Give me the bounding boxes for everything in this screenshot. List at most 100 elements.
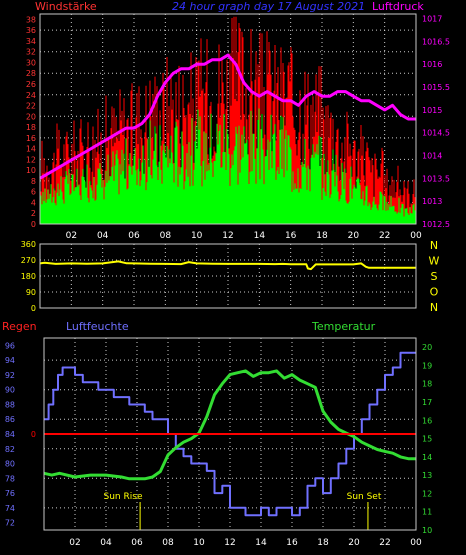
- wind-direction-line: [39, 260, 416, 271]
- wind-tick-label: 36: [26, 26, 36, 35]
- pressure-tick-label: 1013: [422, 197, 442, 206]
- wind-tick-label: 8: [31, 177, 36, 186]
- time-tick-label: 00: [410, 231, 422, 241]
- time-tick-label: 20: [348, 231, 360, 241]
- regen-tick-label: 0: [31, 430, 36, 439]
- time-tick-label: 06: [131, 538, 143, 548]
- chart-title: 24 hour graph day 17 August 2021: [172, 0, 365, 13]
- wind-tick-label: 0: [31, 220, 36, 229]
- compass-label: W: [429, 255, 440, 268]
- temperature-label: Temperatur: [311, 320, 376, 333]
- pressure-tick-label: 1015.5: [422, 83, 450, 92]
- humidity-line: [44, 351, 416, 517]
- temperature-tick-label: 13: [422, 471, 432, 480]
- direction-tick-label: 270: [21, 256, 36, 265]
- time-tick-label: 02: [66, 231, 77, 241]
- pressure-tick-label: 1016: [422, 60, 442, 69]
- time-tick-label: 08: [162, 538, 174, 548]
- humidity-tick-label: 72: [5, 519, 15, 528]
- wind-tick-label: 10: [26, 166, 36, 175]
- regen-label: Regen: [2, 320, 37, 333]
- wind-tick-label: 14: [26, 145, 36, 154]
- humidity-tick-label: 84: [5, 430, 15, 439]
- time-tick-label: 12: [222, 231, 233, 241]
- time-tick-label: 02: [69, 538, 80, 548]
- time-tick-label: 00: [410, 538, 422, 548]
- temperature-tick-label: 10: [422, 526, 432, 535]
- wind-bars: [39, 108, 416, 224]
- direction-tick-label: 90: [26, 288, 36, 297]
- temperature-tick-label: 14: [422, 453, 432, 462]
- wind-tick-label: 16: [26, 134, 36, 143]
- temperature-tick-label: 12: [422, 489, 432, 498]
- pressure-tick-label: 1015: [422, 106, 442, 115]
- pressure-line: [39, 53, 416, 180]
- humidity-tick-label: 92: [5, 371, 15, 380]
- direction-tick-label: 180: [21, 272, 36, 281]
- humidity-label: Luftfeuchte: [66, 320, 129, 333]
- wind-tick-label: 34: [26, 37, 36, 46]
- sunrise-annotation: Sun Rise: [104, 492, 143, 502]
- time-tick-label: 12: [224, 538, 235, 548]
- time-tick-label: 04: [100, 538, 112, 548]
- wind-tick-label: 38: [26, 15, 36, 24]
- temperature-tick-label: 11: [422, 508, 432, 517]
- pressure-tick-label: 1013.5: [422, 174, 450, 183]
- time-tick-label: 16: [285, 231, 297, 241]
- time-tick-label: 04: [97, 231, 109, 241]
- time-tick-label: 10: [193, 538, 205, 548]
- compass-label: S: [431, 270, 438, 283]
- wind-tick-label: 32: [26, 48, 36, 57]
- wind-tick-label: 20: [26, 112, 36, 121]
- humidity-tick-label: 94: [5, 356, 15, 365]
- wind-tick-label: 2: [31, 209, 36, 218]
- time-tick-label: 20: [348, 538, 360, 548]
- wind-tick-label: 4: [31, 198, 36, 207]
- pressure-tick-label: 1016.5: [422, 37, 450, 46]
- pressure-tick-label: 1014: [422, 152, 442, 161]
- time-tick-label: 08: [160, 231, 172, 241]
- temperature-tick-label: 18: [422, 380, 432, 389]
- humidity-tick-label: 86: [5, 415, 15, 424]
- humidity-tick-label: 90: [5, 386, 15, 395]
- wind-pressure-panel: 024681012141618202224262830323436381012.…: [26, 13, 450, 241]
- wind-tick-label: 18: [26, 123, 36, 132]
- compass-label: N: [430, 301, 438, 314]
- wind-tick-label: 22: [26, 102, 36, 111]
- humidity-tick-label: 82: [5, 445, 15, 454]
- wind-tick-label: 30: [26, 58, 36, 67]
- wind-tick-label: 12: [26, 155, 36, 164]
- wind-tick-label: 6: [31, 188, 36, 197]
- time-tick-label: 16: [286, 538, 298, 548]
- pressure-axis-label: Luftdruck: [372, 0, 424, 13]
- humidity-tick-label: 80: [5, 460, 15, 469]
- time-tick-label: 22: [379, 231, 390, 241]
- time-tick-label: 18: [316, 231, 328, 241]
- temperature-tick-label: 19: [422, 361, 432, 370]
- time-tick-label: 10: [191, 231, 203, 241]
- time-tick-label: 18: [317, 538, 329, 548]
- wind-axis-label: Windstärke: [35, 0, 97, 13]
- humidity-tick-label: 76: [5, 489, 15, 498]
- plot-frame: [39, 13, 417, 225]
- time-tick-label: 22: [379, 538, 390, 548]
- humidity-temperature-panel: 0 72 74 76 78 80 82 84 86 88 90 92 94 96 10 11 12 13 14 15 1…: [5, 337, 432, 548]
- compass-label: N: [430, 239, 438, 252]
- humidity-tick-label: 78: [5, 474, 15, 483]
- temperature-line: [43, 369, 416, 481]
- pressure-tick-label: 1017: [422, 15, 442, 24]
- temperature-tick-label: 20: [422, 343, 432, 352]
- time-tick-label: 14: [254, 231, 266, 241]
- pressure-tick-label: 1012.5: [422, 220, 450, 229]
- wind-tick-label: 24: [26, 91, 36, 100]
- plot-frame: [39, 243, 417, 309]
- compass-label: O: [430, 286, 439, 299]
- wind-tick-label: 28: [26, 69, 36, 78]
- time-tick-label: 14: [255, 538, 267, 548]
- pressure-tick-label: 1014.5: [422, 129, 450, 138]
- wind-tick-label: 26: [26, 80, 36, 89]
- temperature-tick-label: 16: [422, 416, 432, 425]
- humidity-tick-label: 96: [5, 341, 15, 350]
